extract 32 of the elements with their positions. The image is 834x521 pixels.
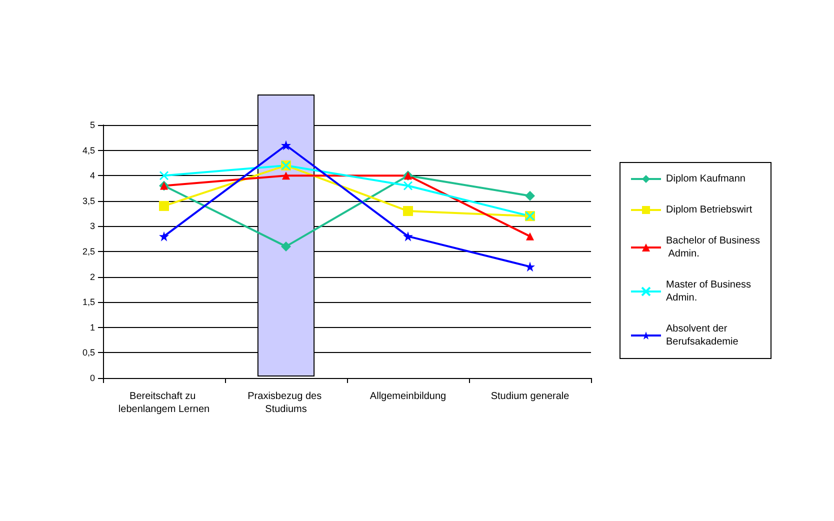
point xyxy=(525,190,535,201)
y-tick-label: 3 xyxy=(90,221,95,232)
y-tick-label: 5 xyxy=(90,120,95,130)
point xyxy=(159,200,169,211)
y-tick-label: 0 xyxy=(90,373,95,383)
legend-label: Diplom Betriebswirt xyxy=(666,204,752,216)
point xyxy=(526,232,534,240)
y-tick-label: 4,5 xyxy=(82,145,95,156)
point xyxy=(525,262,535,272)
point xyxy=(159,170,169,180)
y-tick-label: 1 xyxy=(90,322,95,332)
y-tick-label: 2,5 xyxy=(82,246,95,256)
point xyxy=(281,241,291,252)
legend-label: Master of Business Admin. xyxy=(666,280,754,304)
y-tick-label: 2 xyxy=(90,272,95,282)
legend-label: Absolvent der Berufsakademie xyxy=(666,324,739,348)
point xyxy=(403,206,413,216)
y-tick-label: 1,5 xyxy=(82,297,95,308)
point xyxy=(159,231,169,242)
x-tick-label: Praxisbezug des Studiums xyxy=(248,391,324,415)
point xyxy=(281,140,291,150)
point xyxy=(282,172,290,180)
y-tick-label: 3,5 xyxy=(82,196,95,206)
legend-label: Bachelor of Business Admin. xyxy=(666,236,760,260)
x-tick-label: Allgemeinbildung xyxy=(370,391,446,402)
y-tick-label: 0,5 xyxy=(82,348,95,358)
y-tick-label: 4 xyxy=(90,170,95,181)
x-tick-label: Studium generale xyxy=(490,391,570,402)
legend-label: Diplom Kaufmann xyxy=(666,174,746,184)
point xyxy=(403,231,413,242)
point xyxy=(403,180,413,190)
x-tick-label: Bereitschaft zu lebenlangem Lernen xyxy=(118,391,210,415)
